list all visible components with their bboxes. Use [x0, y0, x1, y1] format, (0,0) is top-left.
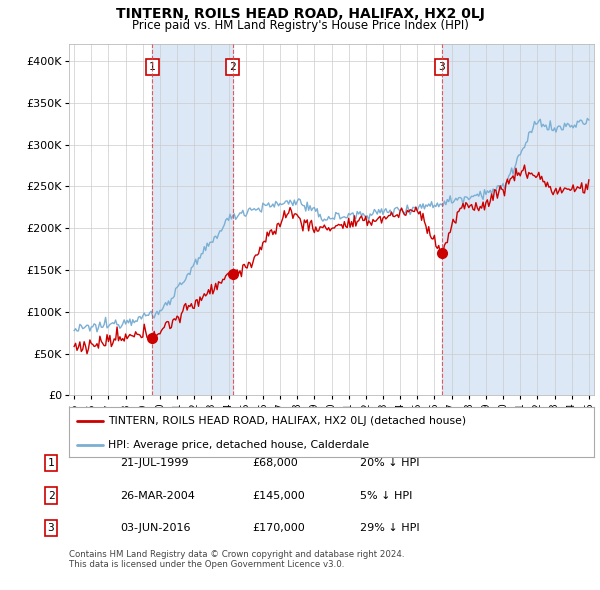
Text: This data is licensed under the Open Government Licence v3.0.: This data is licensed under the Open Gov…	[69, 560, 344, 569]
Text: TINTERN, ROILS HEAD ROAD, HALIFAX, HX2 0LJ: TINTERN, ROILS HEAD ROAD, HALIFAX, HX2 0…	[116, 7, 484, 21]
Text: 29% ↓ HPI: 29% ↓ HPI	[360, 523, 419, 533]
Text: 21-JUL-1999: 21-JUL-1999	[120, 458, 188, 468]
Text: 5% ↓ HPI: 5% ↓ HPI	[360, 491, 412, 500]
Text: £68,000: £68,000	[252, 458, 298, 468]
Text: 03-JUN-2016: 03-JUN-2016	[120, 523, 191, 533]
Text: 2: 2	[47, 491, 55, 500]
Text: Contains HM Land Registry data © Crown copyright and database right 2024.: Contains HM Land Registry data © Crown c…	[69, 550, 404, 559]
Text: 1: 1	[149, 62, 155, 72]
Text: HPI: Average price, detached house, Calderdale: HPI: Average price, detached house, Cald…	[109, 440, 370, 450]
Bar	[442, 44, 594, 395]
Text: £170,000: £170,000	[252, 523, 305, 533]
Text: 20% ↓ HPI: 20% ↓ HPI	[360, 458, 419, 468]
Text: Price paid vs. HM Land Registry's House Price Index (HPI): Price paid vs. HM Land Registry's House …	[131, 19, 469, 32]
Text: TINTERN, ROILS HEAD ROAD, HALIFAX, HX2 0LJ (detached house): TINTERN, ROILS HEAD ROAD, HALIFAX, HX2 0…	[109, 416, 467, 426]
Text: 26-MAR-2004: 26-MAR-2004	[120, 491, 195, 500]
Text: £145,000: £145,000	[252, 491, 305, 500]
Text: 2: 2	[229, 62, 236, 72]
Text: 3: 3	[438, 62, 445, 72]
Bar	[152, 44, 233, 395]
Text: 1: 1	[47, 458, 55, 468]
Text: 3: 3	[47, 523, 55, 533]
